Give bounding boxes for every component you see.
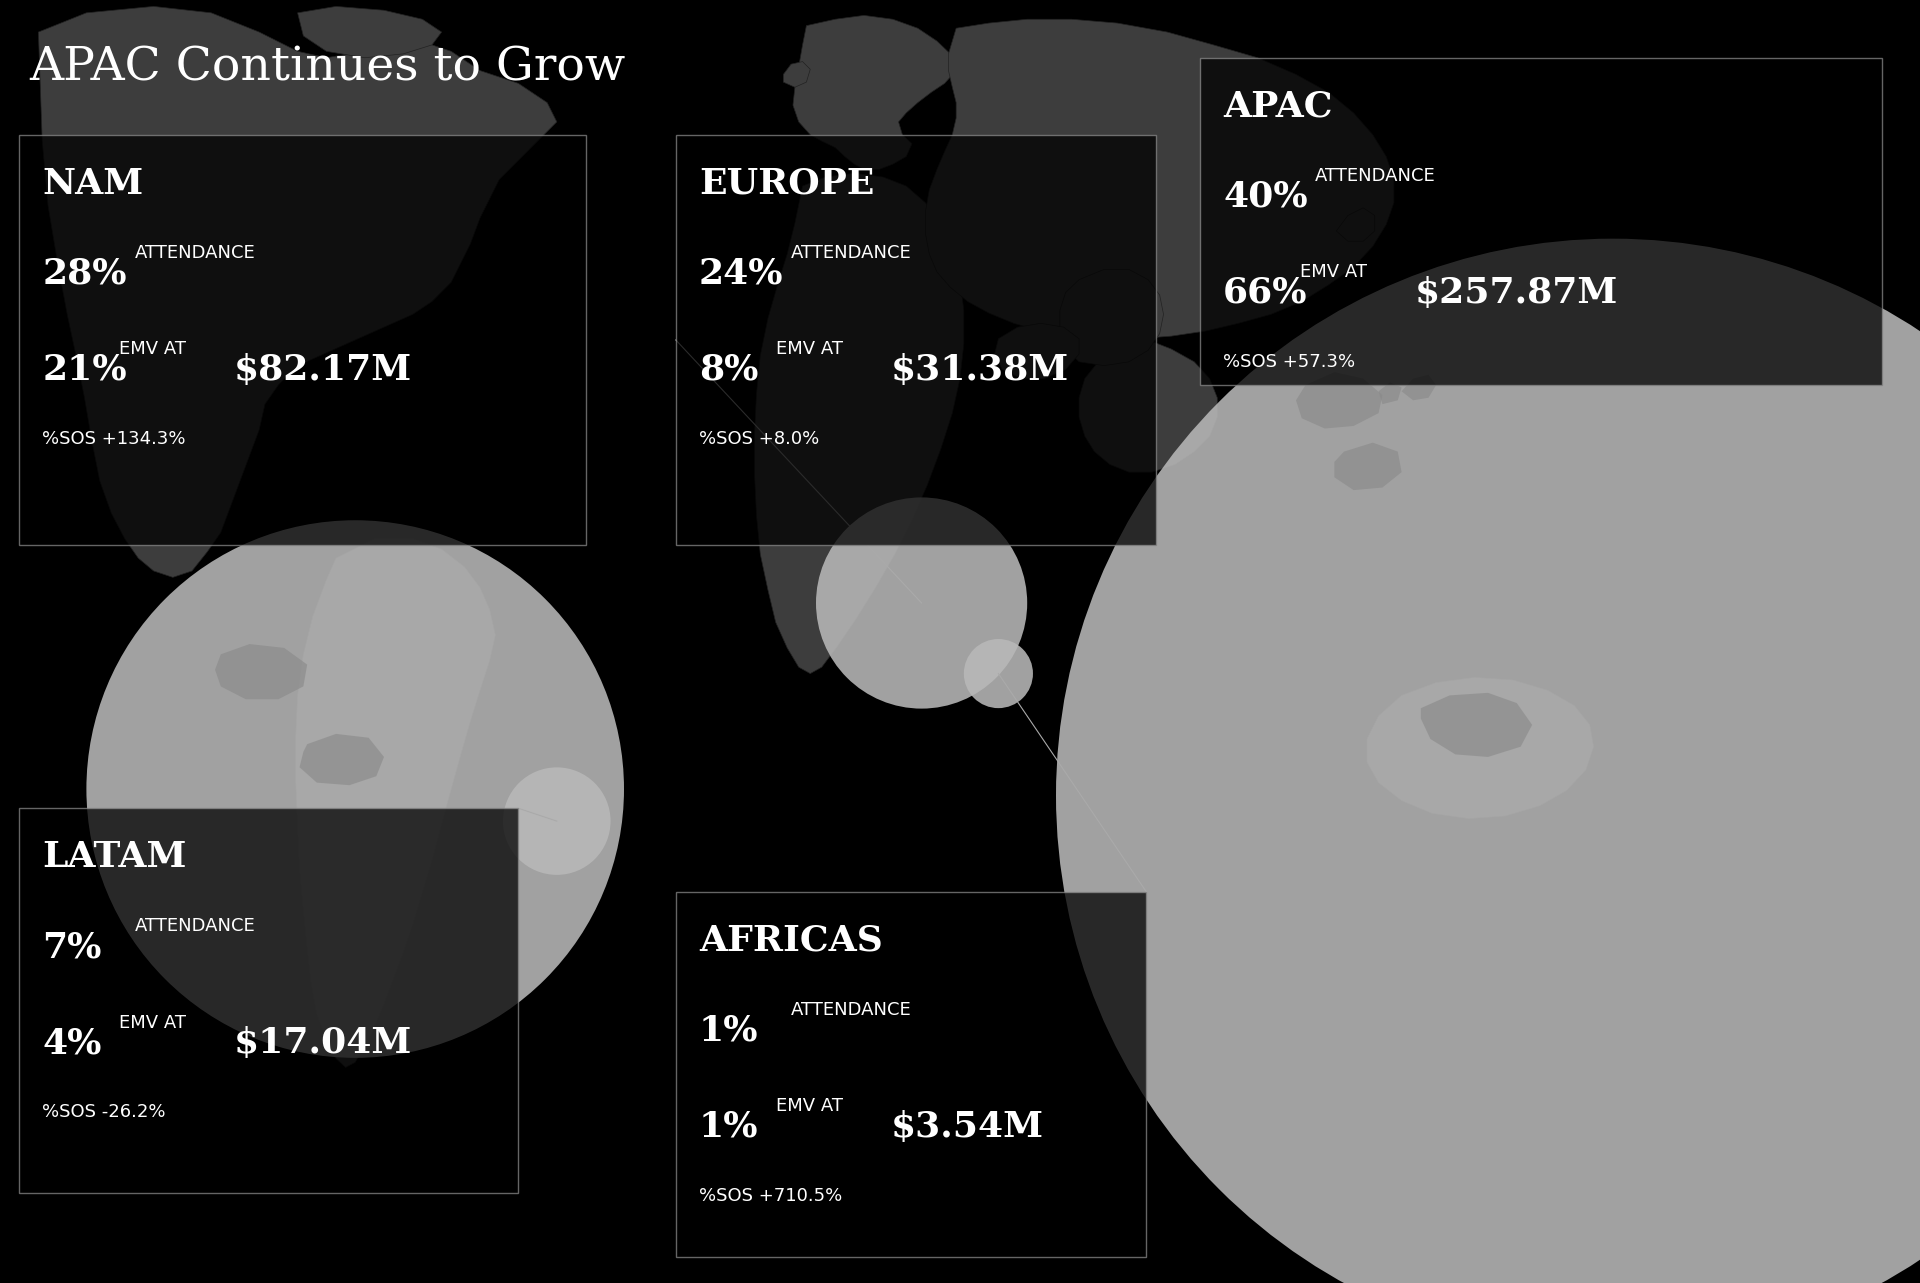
Polygon shape [300,734,384,785]
Text: EMV AT: EMV AT [119,1014,186,1032]
Text: %SOS +57.3%: %SOS +57.3% [1223,353,1356,371]
Text: ATTENDANCE: ATTENDANCE [791,1001,912,1019]
Polygon shape [793,15,956,169]
Ellipse shape [964,639,1033,708]
Text: 4%: 4% [42,1026,102,1061]
Polygon shape [1060,269,1164,366]
Polygon shape [1367,677,1594,819]
Text: EMV AT: EMV AT [119,340,186,358]
Ellipse shape [816,498,1027,708]
Text: %SOS -26.2%: %SOS -26.2% [42,1103,165,1121]
Text: $257.87M: $257.87M [1415,276,1619,310]
Polygon shape [298,6,442,58]
Text: $82.17M: $82.17M [234,353,413,387]
Text: 7%: 7% [42,930,102,965]
Text: 8%: 8% [699,353,758,387]
Text: 40%: 40% [1223,180,1308,214]
Bar [19,135,586,545]
Text: $3.54M: $3.54M [891,1110,1044,1144]
Text: 1%: 1% [699,1014,758,1048]
Bar [676,892,1146,1257]
Polygon shape [1296,372,1382,429]
Text: NAM: NAM [42,167,144,201]
Text: %SOS +134.3%: %SOS +134.3% [42,430,186,448]
Text: EMV AT: EMV AT [776,340,843,358]
Text: ATTENDANCE: ATTENDANCE [134,244,255,262]
Polygon shape [1402,375,1436,400]
Polygon shape [995,323,1079,378]
Polygon shape [215,644,307,699]
Text: 21%: 21% [42,353,127,387]
Text: AFRICAS: AFRICAS [699,924,883,958]
Polygon shape [296,539,495,1067]
Text: $17.04M: $17.04M [234,1026,413,1061]
Polygon shape [38,6,557,577]
Polygon shape [925,19,1394,339]
Text: 66%: 66% [1223,276,1308,310]
Polygon shape [1379,382,1402,404]
Bar [1200,58,1882,385]
Text: 28%: 28% [42,257,127,291]
Text: ATTENDANCE: ATTENDANCE [791,244,912,262]
Text: $31.38M: $31.38M [891,353,1069,387]
Text: LATAM: LATAM [42,840,186,875]
Polygon shape [1079,340,1217,472]
Text: EMV AT: EMV AT [776,1097,843,1115]
Text: 24%: 24% [699,257,783,291]
Text: EUROPE: EUROPE [699,167,874,201]
Text: %SOS +710.5%: %SOS +710.5% [699,1187,843,1205]
Text: %SOS +8.0%: %SOS +8.0% [699,430,820,448]
Polygon shape [1336,208,1375,241]
Text: EMV AT: EMV AT [1300,263,1367,281]
Text: APAC: APAC [1223,90,1332,124]
Text: ATTENDANCE: ATTENDANCE [134,917,255,935]
Bar [19,808,518,1193]
Text: APAC Continues to Grow: APAC Continues to Grow [29,45,626,90]
Text: ATTENDANCE: ATTENDANCE [1315,167,1436,185]
Ellipse shape [503,767,611,875]
Bar [676,135,1156,545]
Ellipse shape [1056,239,1920,1283]
Polygon shape [1334,443,1402,490]
Polygon shape [1421,693,1532,757]
Polygon shape [755,173,964,674]
Polygon shape [783,62,810,87]
Ellipse shape [86,520,624,1058]
Text: 1%: 1% [699,1110,758,1144]
